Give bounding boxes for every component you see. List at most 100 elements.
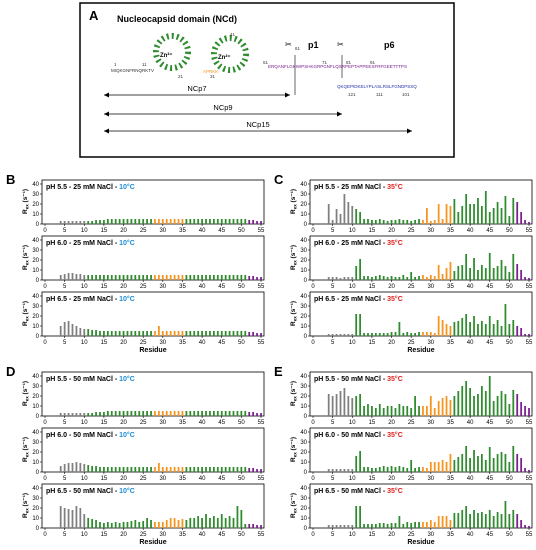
bar-residue-32 (169, 411, 172, 416)
bar-residue-8 (75, 413, 78, 416)
bar-residue-15 (103, 523, 105, 528)
bar-residue-5 (63, 413, 66, 416)
bar-residue-27 (418, 406, 420, 416)
x-tick-label: 15 (101, 532, 108, 538)
bar-residue-51 (244, 524, 247, 528)
bar-residue-29 (426, 332, 428, 336)
bar-residue-15 (371, 277, 373, 280)
bar-residue-38 (461, 510, 464, 528)
x-tick-label: 15 (369, 340, 376, 346)
bar-residue-47 (228, 516, 231, 528)
bar-residue-37 (457, 266, 460, 280)
x-tick-label: 55 (526, 476, 533, 482)
chart-title: pH 6.5 - 50 mM NaCl - 10°C (46, 487, 135, 495)
x-tick-label: 10 (349, 228, 356, 234)
bar-residue-25 (142, 219, 145, 224)
bar-residue-29 (158, 326, 160, 336)
bar-residue-40 (469, 268, 471, 280)
y-axis-label: Rex (s⁻¹) (290, 493, 298, 518)
bar-residue-42 (477, 270, 479, 280)
bar-residue-31 (165, 520, 168, 528)
plot-frame (309, 235, 533, 281)
y-tick-label: 30 (32, 304, 39, 310)
residue-number-101: 101 (402, 92, 410, 97)
bar-residue-15 (371, 333, 373, 336)
bar-residue-42 (209, 411, 211, 416)
y-tick-label: 10 (300, 212, 307, 218)
bar-residue-7 (71, 463, 74, 472)
bar-residue-53 (252, 412, 255, 416)
bar-residue-45 (220, 275, 223, 280)
bar-residue-44 (484, 268, 487, 280)
bar-residue-32 (437, 462, 440, 472)
bar-residue-37 (189, 331, 192, 336)
bar-residue-22 (130, 467, 133, 472)
bar-residue-38 (193, 275, 196, 280)
bar-residue-51 (512, 254, 515, 280)
bar-residue-35 (449, 262, 452, 280)
bar-residue-15 (103, 220, 105, 224)
plot-frame (41, 483, 265, 529)
bar-residue-21 (126, 522, 129, 528)
bar-residue-35 (449, 206, 452, 224)
bar-residue-45 (488, 447, 491, 472)
bar-residue-45 (220, 331, 223, 336)
bar-residue-50 (508, 404, 511, 416)
bar-residue-34 (445, 268, 448, 280)
y-axis-label: Rex (s⁻¹) (290, 301, 298, 326)
scissors-icon-1: ✂ (285, 40, 292, 49)
y-tick-label: 0 (36, 278, 40, 284)
chart-title: pH 5.5 - 50 mM NaCl - 35°C (314, 375, 403, 383)
x-tick-label: 35 (447, 228, 454, 234)
bar-residue-23 (402, 524, 405, 528)
bar-residue-27 (150, 331, 152, 336)
bar-residue-5 (331, 469, 334, 472)
bar-residue-6 (67, 413, 70, 416)
bar-residue-5 (63, 274, 66, 280)
bar-residue-47 (496, 454, 499, 472)
y-tick-label: 40 (32, 374, 39, 380)
bar-residue-49 (236, 467, 239, 472)
bar-residue-47 (228, 331, 231, 336)
bar-residue-24 (406, 522, 409, 528)
x-tick-label: 5 (331, 228, 335, 234)
y-tick-label: 20 (32, 314, 39, 320)
bar-residue-18 (114, 467, 117, 472)
y-axis-label: Rex (s⁻¹) (22, 381, 30, 406)
bar-residue-27 (418, 522, 420, 528)
bar-residue-38 (461, 386, 464, 416)
bar-residue-18 (382, 276, 385, 280)
bar-residue-16 (106, 331, 109, 336)
bar-residue-44 (216, 275, 219, 280)
bar-residue-26 (146, 518, 148, 528)
bar-residue-34 (177, 219, 180, 224)
x-tick-label: 35 (447, 340, 454, 346)
bar-residue-45 (488, 253, 491, 280)
bar-residue-19 (118, 411, 121, 416)
panel-letter-D: D (6, 364, 15, 379)
bar-residue-39 (197, 331, 200, 336)
bar-residue-4 (59, 221, 62, 224)
bar-residue-55 (528, 470, 530, 472)
bar-residue-39 (197, 219, 200, 224)
y-tick-label: 10 (300, 516, 307, 522)
x-tick-label: 30 (159, 476, 166, 482)
bar-residue-30 (429, 332, 432, 336)
x-tick-label: 25 (408, 284, 415, 290)
bar-residue-35 (449, 454, 452, 472)
x-tick-label: 35 (179, 532, 186, 538)
bar-residue-5 (331, 277, 334, 280)
bar-residue-45 (220, 514, 223, 528)
chart-title: pH 6.0 - 50 mM NaCl - 35°C (314, 431, 403, 439)
y-tick-label: 0 (304, 414, 308, 420)
x-tick-label: 50 (238, 284, 245, 290)
bar-residue-4 (59, 466, 62, 472)
bar-residue-11 (87, 465, 90, 472)
sequence-p1: ERQANFLGKIWPSHKGRPGNFLQSRPEPTAPPEESFRFGE… (268, 64, 407, 69)
bar-residue-6 (335, 469, 338, 472)
x-tick-label: 40 (467, 228, 474, 234)
bar-residue-27 (150, 219, 152, 224)
bar-residue-46 (492, 324, 495, 336)
